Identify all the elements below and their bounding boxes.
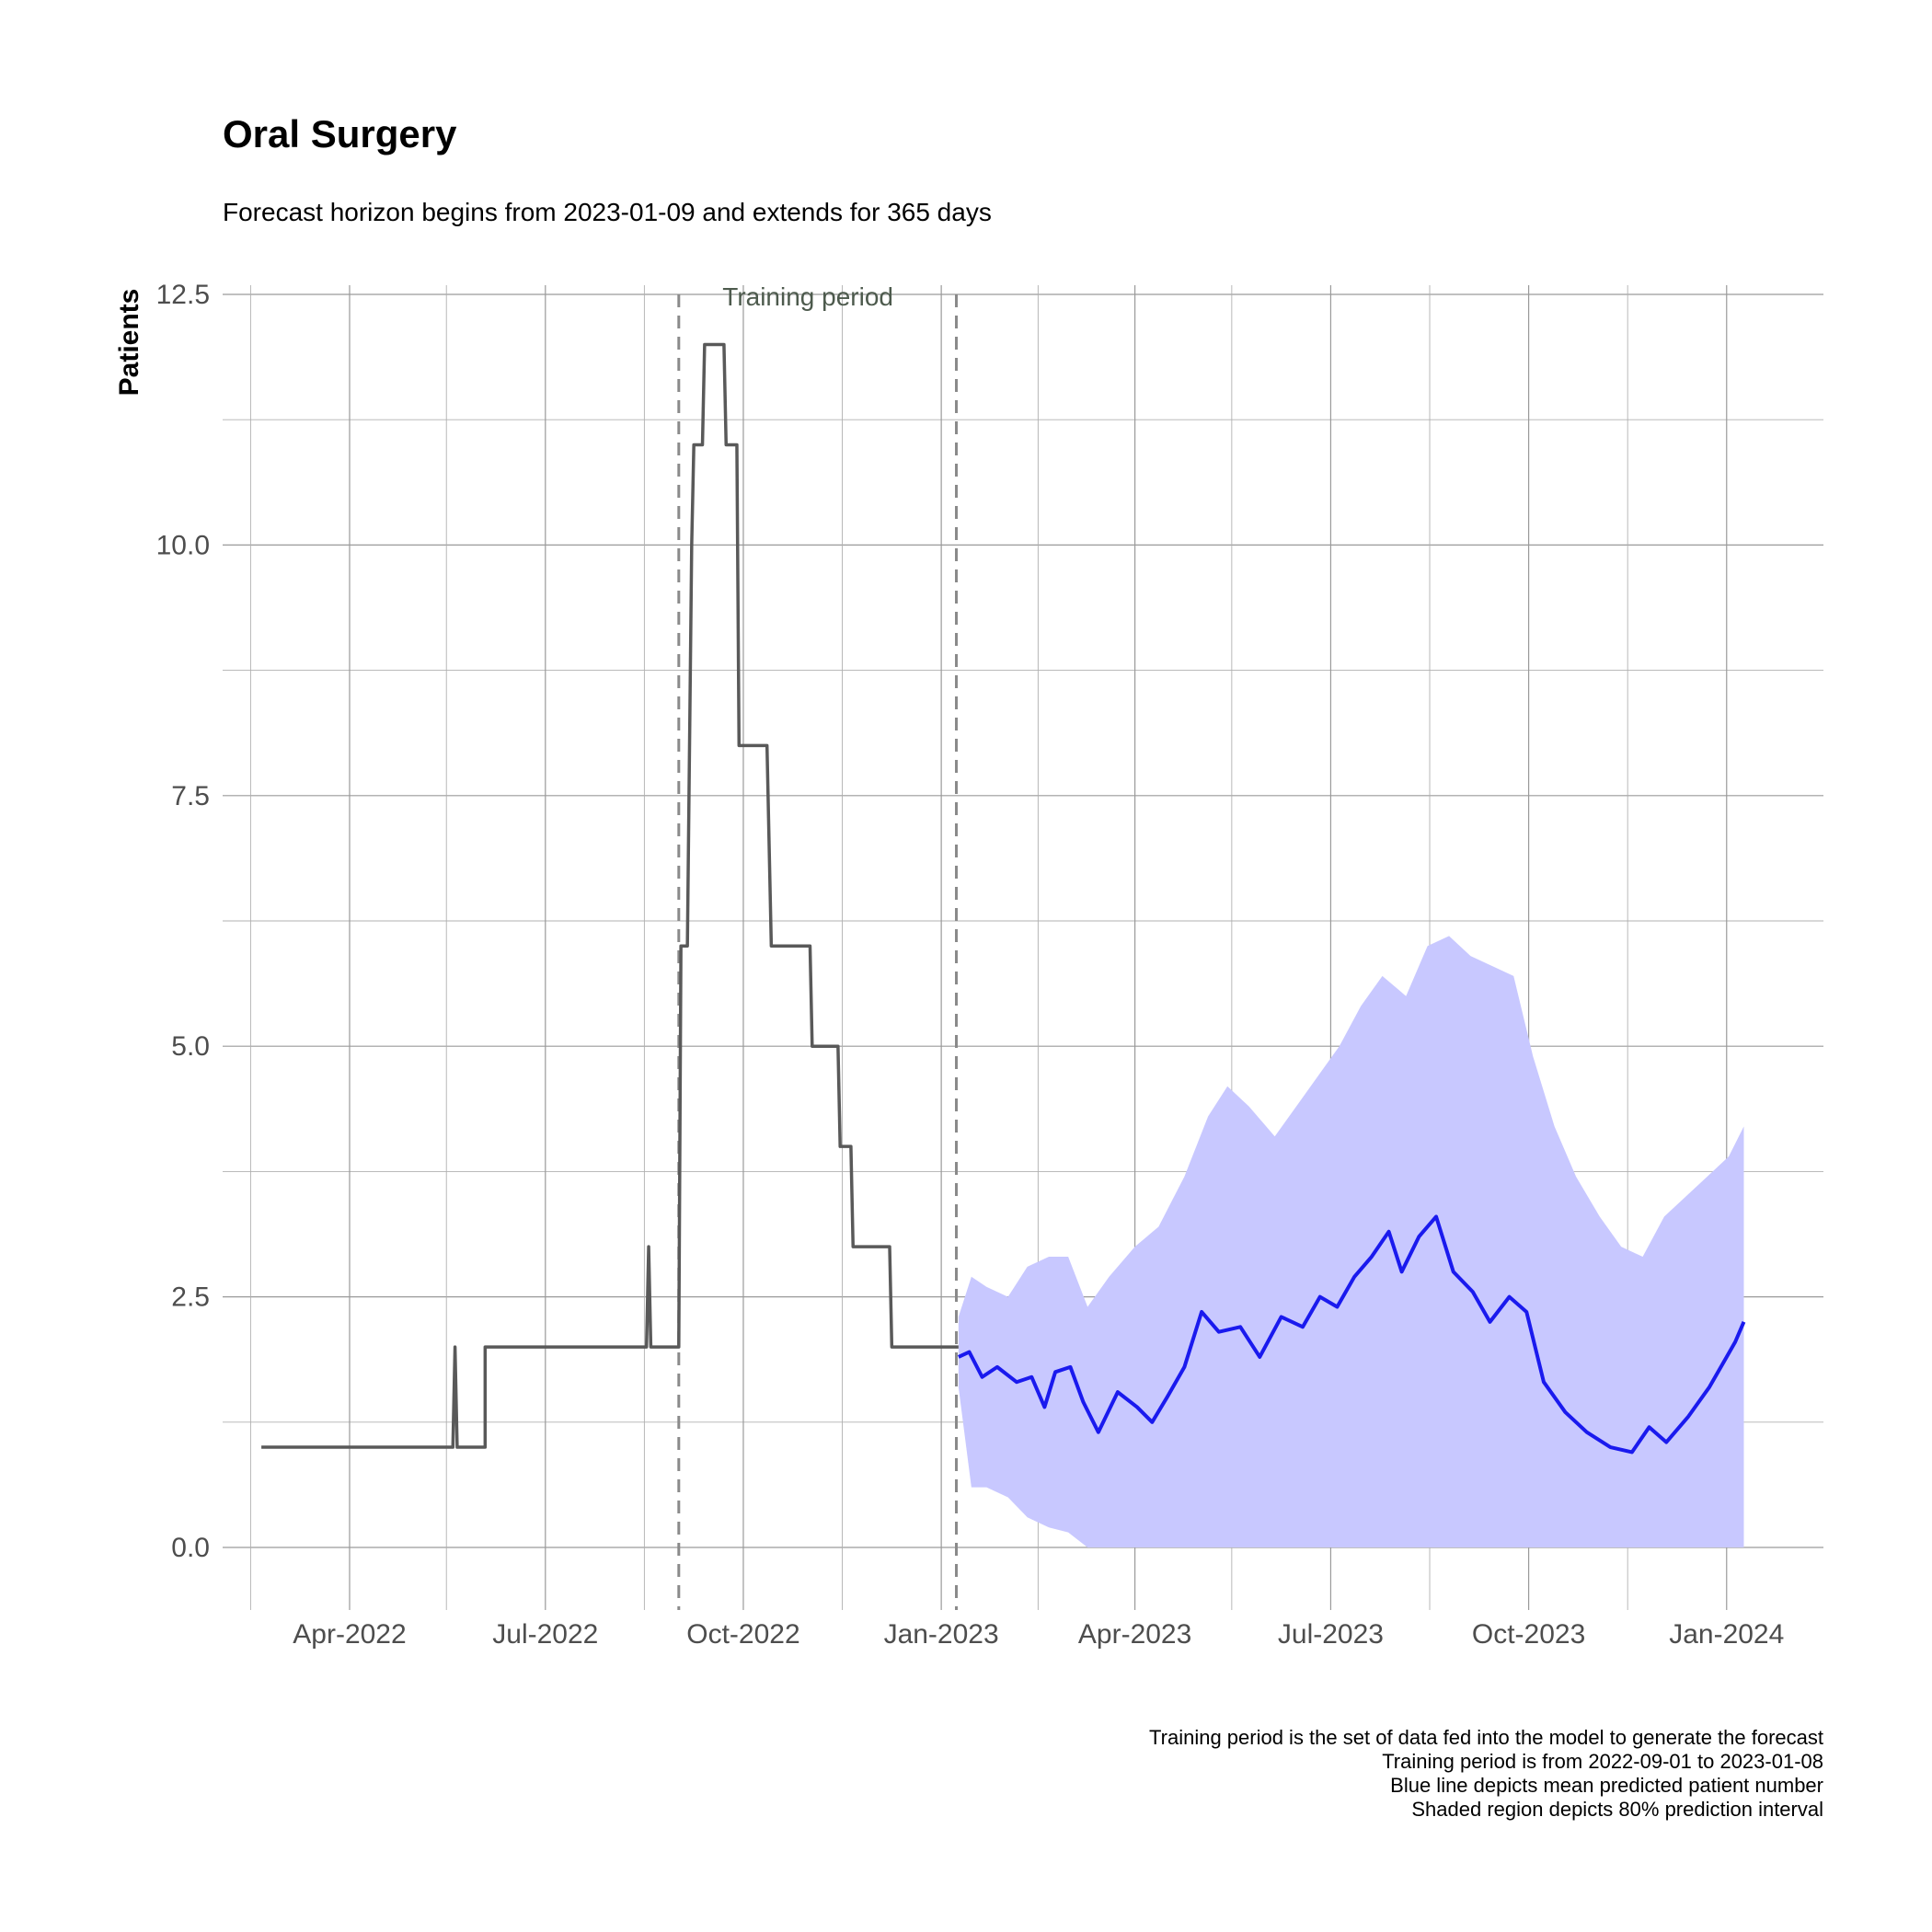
- y-tick-label: 5.0: [171, 1031, 210, 1062]
- y-tick-label: 10.0: [156, 530, 210, 560]
- training-period-annotation: Training period: [722, 282, 893, 311]
- x-tick-label: Oct-2022: [686, 1619, 799, 1650]
- caption: Training period is the set of data fed i…: [1149, 1726, 1823, 1821]
- caption-line: Training period is from 2022-09-01 to 20…: [1382, 1750, 1823, 1773]
- y-tick-label: 7.5: [171, 781, 210, 811]
- caption-line: Shaded region depicts 80% prediction int…: [1411, 1798, 1823, 1821]
- caption-line: Training period is the set of data fed i…: [1149, 1726, 1823, 1749]
- y-tick-label: 12.5: [156, 280, 210, 310]
- x-tick-label: Jul-2023: [1278, 1619, 1384, 1650]
- y-tick-label: 0.0: [171, 1533, 210, 1563]
- y-tick-label: 2.5: [171, 1282, 210, 1313]
- y-axis-title: Patients: [114, 289, 144, 397]
- observed-line: [261, 342, 959, 1449]
- caption-line: Blue line depicts mean predicted patient…: [1390, 1774, 1823, 1797]
- x-tick-label: Jan-2023: [884, 1619, 999, 1650]
- forecast-mean-line: [957, 1214, 1746, 1455]
- chart-title: Oral Surgery: [223, 112, 457, 155]
- x-tick-label: Oct-2023: [1472, 1619, 1585, 1650]
- x-tick-label: Apr-2023: [1078, 1619, 1191, 1650]
- axis-ticks: 0.0 2.5 5.0 7.5 10.0 12.5 Apr-2022 Jul-2022 Oct-…: [156, 280, 1785, 1650]
- series-lines: [261, 342, 1746, 1455]
- x-tick-label: Apr-2022: [293, 1619, 406, 1650]
- chart-subtitle: Forecast horizon begins from 2023-01-09 …: [223, 198, 992, 226]
- prediction-interval-band: [958, 936, 1744, 1547]
- training-period-markers: [677, 294, 958, 1610]
- x-tick-label: Jul-2022: [492, 1619, 598, 1650]
- prediction-interval-area: [958, 936, 1744, 1547]
- x-tick-label: Jan-2024: [1669, 1619, 1784, 1650]
